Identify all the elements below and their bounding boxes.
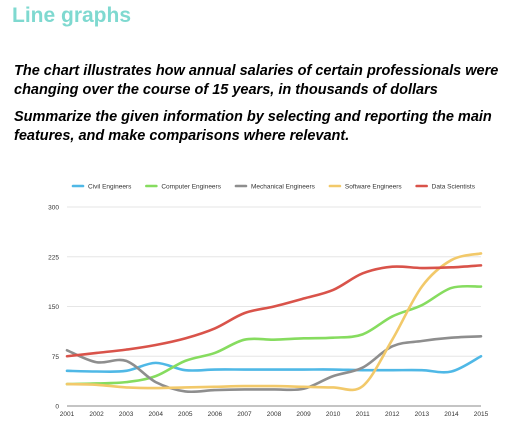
legend-label-data-scientists: Data Scientists (432, 183, 476, 190)
chart-series (65, 252, 483, 394)
x-tick-label: 2003 (119, 411, 134, 418)
y-tick-label: 75 (52, 354, 60, 361)
prompt-description: The chart illustrates how annual salarie… (14, 63, 499, 98)
y-tick-label: 300 (48, 205, 59, 212)
line-chart: Civil Engineers Computer Engineers Mechani… (48, 183, 489, 418)
x-tick-label: 2007 (237, 411, 252, 418)
series-line-data-scientists (65, 264, 483, 358)
y-tick-label: 0 (55, 404, 59, 411)
page-heading: Line graphs (12, 4, 132, 27)
prompt-instruction: Summarize the given information by selec… (14, 109, 492, 144)
x-tick-label: 2011 (356, 411, 370, 418)
x-tick-label: 2013 (415, 411, 430, 418)
series-line-civil-engineers (65, 354, 483, 374)
series-line-computer-engineers (65, 284, 483, 386)
x-tick-label: 2008 (267, 411, 282, 418)
x-tick-label: 2009 (296, 411, 311, 418)
legend-label-software-engineers: Software Engineers (345, 183, 402, 190)
x-tick-label: 2010 (326, 411, 341, 418)
y-axis-ticks: 0 75 150 225 300 (48, 205, 59, 411)
x-axis-ticks: 2001 2002 2003 2004 2005 2006 2007 2008 2009 2010… (60, 411, 489, 418)
x-tick-label: 2004 (148, 411, 163, 418)
y-tick-label: 150 (48, 304, 59, 311)
legend-label-civil-engineers: Civil Engineers (88, 183, 132, 190)
x-tick-label: 2006 (208, 411, 223, 418)
x-tick-label: 2015 (474, 411, 489, 418)
series-line-software-engineers (65, 252, 483, 392)
legend-label-computer-engineers: Computer Engineers (161, 183, 221, 190)
chart-grid (67, 206, 481, 407)
x-tick-label: 2014 (444, 411, 459, 418)
x-tick-label: 2005 (178, 411, 193, 418)
x-tick-label: 2002 (89, 411, 104, 418)
series-line-mechanical-engineers (65, 335, 483, 394)
x-tick-label: 2012 (385, 411, 400, 418)
x-tick-label: 2001 (60, 411, 75, 418)
chart-legend: Civil Engineers Computer Engineers Mechani… (71, 183, 476, 190)
y-tick-label: 225 (48, 254, 59, 261)
legend-label-mechanical-engineers: Mechanical Engineers (251, 183, 316, 190)
